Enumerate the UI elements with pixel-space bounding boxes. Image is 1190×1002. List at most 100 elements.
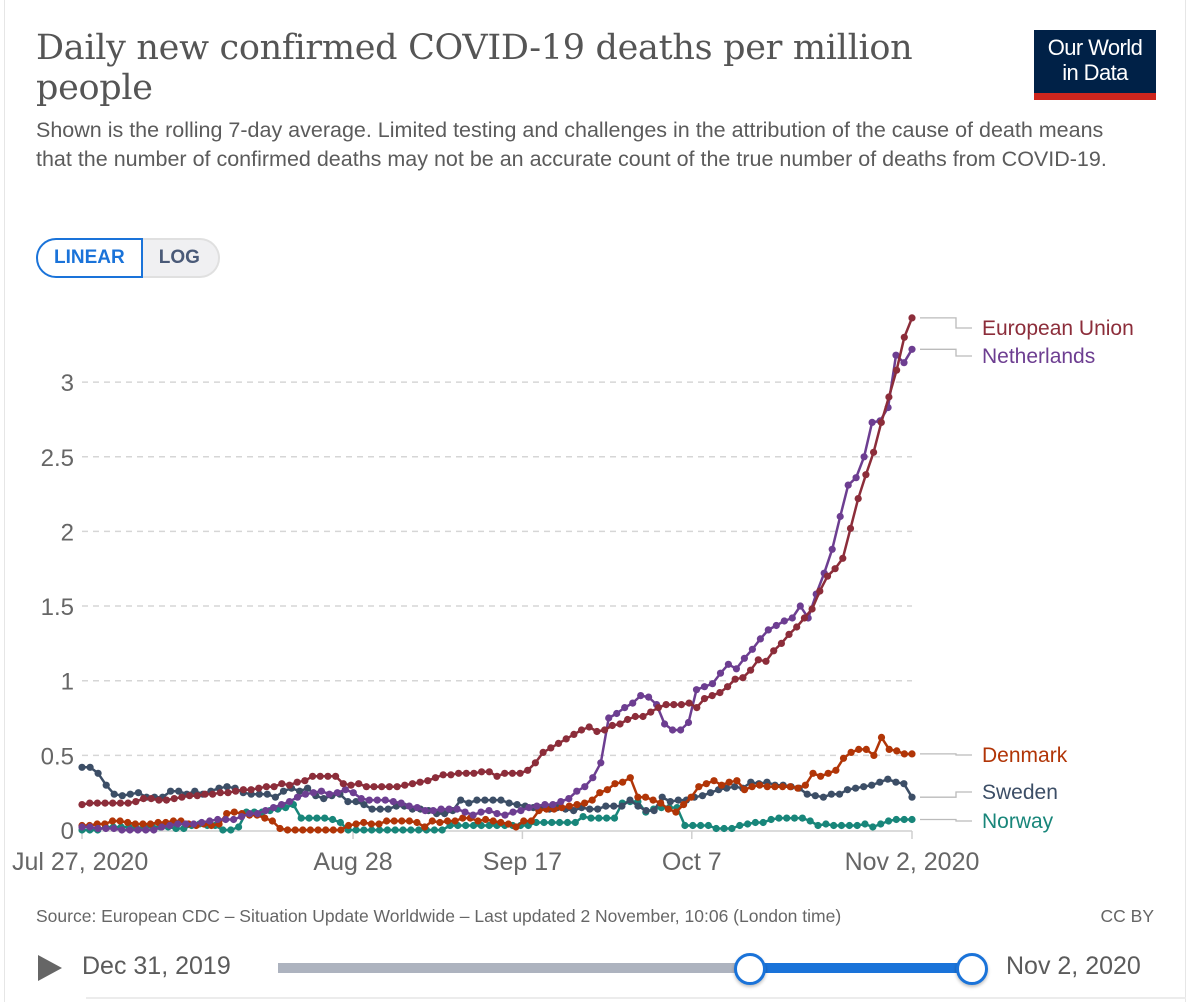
data-point: [870, 751, 878, 760]
data-point: [579, 813, 587, 821]
data-point: [860, 783, 868, 791]
legend-label[interactable]: Netherlands: [982, 345, 1095, 368]
data-point: [230, 815, 238, 824]
data-point: [724, 683, 732, 691]
data-point: [457, 796, 465, 804]
data-point: [142, 826, 150, 834]
timeline-selected-range[interactable]: [749, 963, 972, 973]
data-point: [405, 817, 413, 825]
data-point: [860, 453, 868, 461]
data-point: [304, 784, 312, 792]
data-point: [305, 814, 313, 822]
data-point: [603, 786, 612, 794]
linear-scale-button[interactable]: LINEAR: [36, 238, 143, 278]
legend-label[interactable]: Denmark: [982, 744, 1068, 767]
data-point: [462, 769, 470, 777]
data-point: [224, 789, 232, 797]
data-point: [531, 759, 540, 767]
data-point: [540, 818, 548, 827]
data-point: [794, 784, 802, 792]
data-point: [808, 605, 816, 613]
data-point: [405, 802, 413, 810]
timeline-start-handle[interactable]: [733, 953, 766, 985]
data-point: [556, 818, 564, 827]
data-point: [206, 817, 214, 825]
legend-label[interactable]: European Union: [982, 317, 1134, 340]
data-point: [158, 823, 166, 831]
data-point: [762, 657, 770, 665]
data-point: [352, 820, 360, 828]
license-link[interactable]: CC BY: [1100, 906, 1154, 926]
data-point: [687, 793, 695, 801]
data-point: [126, 790, 134, 798]
data-point: [809, 769, 817, 777]
data-point: [684, 718, 693, 727]
data-point: [325, 790, 333, 798]
log-scale-button[interactable]: LOG: [142, 238, 220, 278]
data-point: [571, 818, 579, 827]
y-tick-label: 3: [61, 370, 74, 397]
data-point: [385, 783, 393, 791]
data-point: [219, 826, 227, 834]
data-point: [247, 786, 255, 794]
data-point: [470, 769, 478, 777]
data-point: [367, 820, 375, 828]
data-point: [710, 777, 718, 785]
data-point: [214, 815, 222, 824]
data-point: [565, 802, 573, 810]
data-point: [190, 820, 198, 828]
data-point: [170, 795, 178, 803]
data-point: [86, 823, 94, 831]
data-point: [134, 789, 142, 797]
bottom-divider: [86, 997, 1186, 999]
timeline-end-handle[interactable]: [956, 953, 988, 985]
data-point: [376, 805, 384, 813]
legend-label[interactable]: Sweden: [982, 781, 1058, 804]
source-note[interactable]: Source: European CDC – Situation Update …: [36, 906, 842, 926]
data-point: [763, 783, 771, 791]
owid-logo[interactable]: Our World in Data: [1034, 30, 1156, 100]
data-point: [101, 799, 109, 807]
data-point: [360, 801, 368, 809]
data-point: [626, 796, 634, 804]
data-point: [320, 795, 328, 803]
data-point: [365, 796, 373, 804]
data-point: [759, 818, 767, 827]
data-point: [293, 778, 301, 786]
data-point: [594, 805, 602, 813]
data-point: [853, 821, 861, 830]
data-point: [489, 796, 497, 804]
data-point: [301, 790, 310, 798]
data-point: [383, 826, 391, 834]
data-point: [835, 790, 844, 798]
data-point: [505, 799, 513, 807]
data-point: [453, 805, 461, 813]
data-point: [509, 808, 517, 816]
data-point: [201, 790, 209, 798]
data-point: [588, 796, 596, 804]
data-point: [512, 823, 520, 831]
data-point: [481, 796, 489, 804]
data-point: [299, 826, 307, 834]
data-point: [692, 686, 701, 694]
data-point: [270, 783, 278, 791]
data-point: [216, 789, 224, 797]
legend-connector: [920, 317, 972, 329]
data-point: [603, 814, 611, 822]
data-point: [355, 780, 363, 788]
data-point: [407, 826, 415, 834]
play-icon[interactable]: [38, 955, 62, 981]
data-point: [525, 804, 533, 812]
data-point: [174, 820, 182, 828]
data-point: [124, 799, 132, 807]
data-point: [261, 814, 269, 822]
data-point: [631, 712, 639, 721]
data-point: [445, 805, 453, 813]
legend-label[interactable]: Norway: [982, 810, 1054, 833]
data-point: [785, 630, 793, 639]
data-point: [291, 826, 299, 834]
data-point: [870, 448, 878, 456]
data-point: [399, 826, 407, 834]
timeline-track[interactable]: [278, 963, 972, 973]
data-point: [806, 817, 814, 825]
